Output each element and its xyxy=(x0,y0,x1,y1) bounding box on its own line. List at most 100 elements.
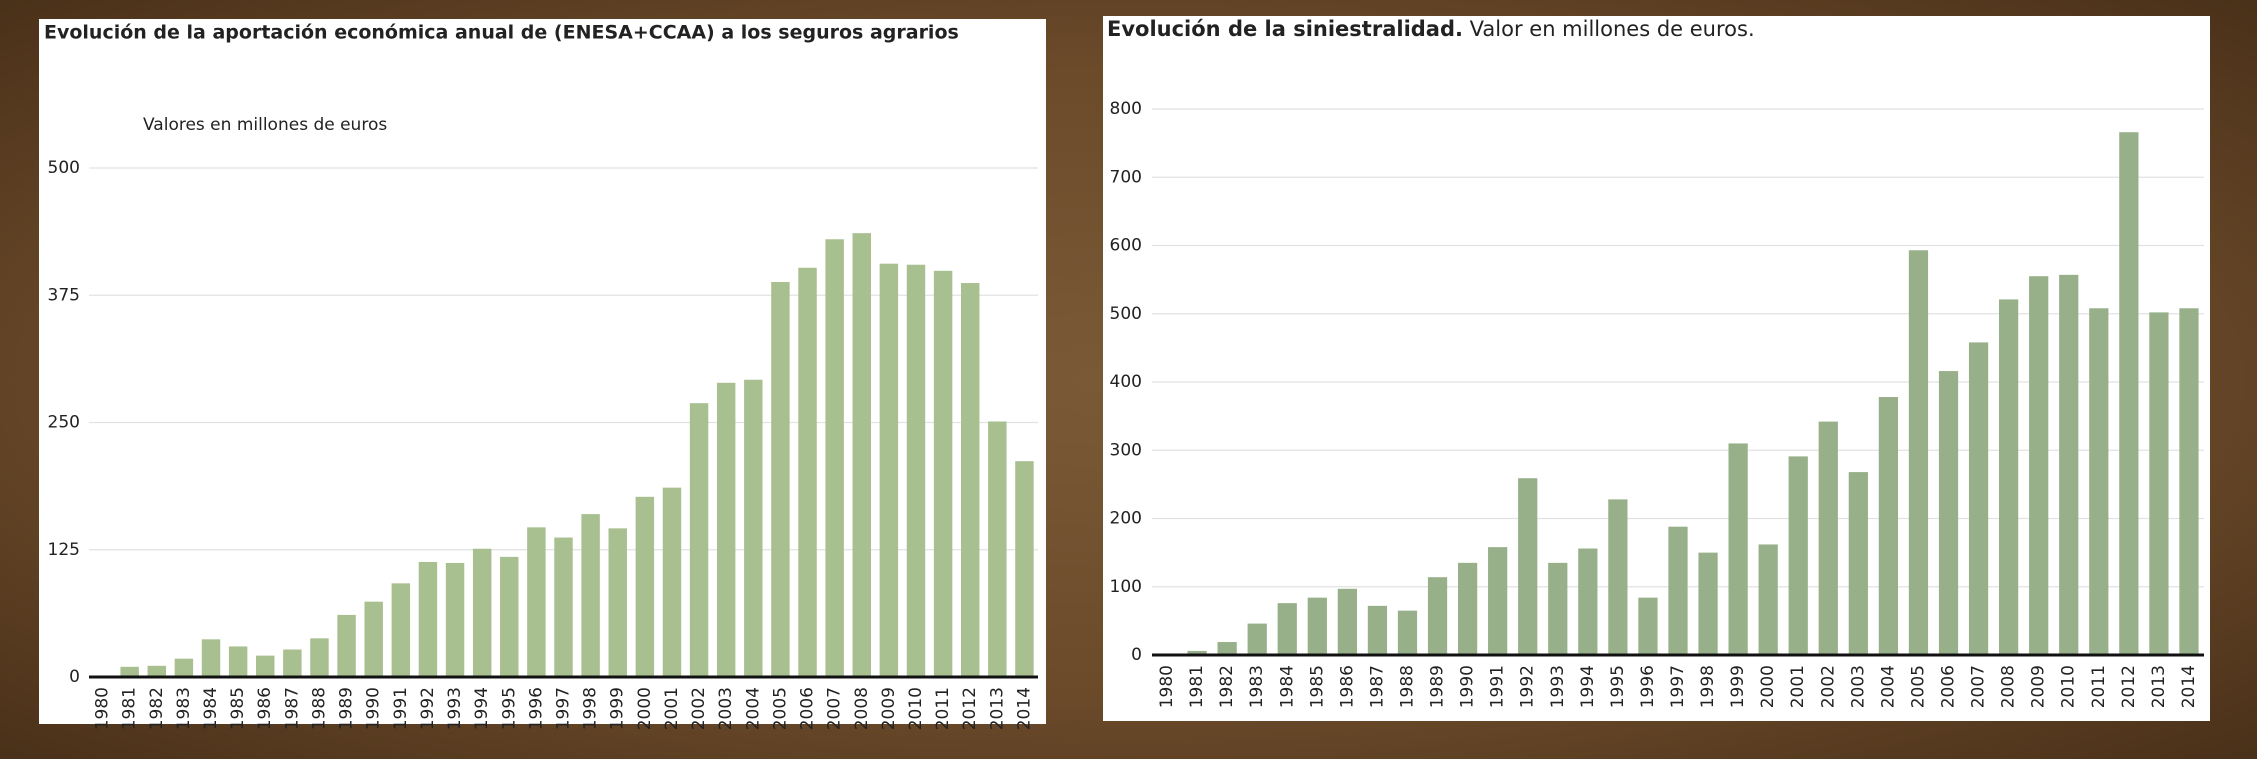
x-tick-label: 2012 xyxy=(2119,665,2139,708)
chart-title-bold: Evolución de la siniestralidad. xyxy=(1107,17,1463,41)
bar xyxy=(473,549,491,677)
x-tick-label: 1993 xyxy=(1548,665,1568,708)
bar xyxy=(1578,549,1597,655)
x-tick-label: 1995 xyxy=(499,687,519,730)
bar xyxy=(798,268,816,677)
bar xyxy=(581,514,599,677)
chart: Evolución de la aportación económica anu… xyxy=(0,0,2257,759)
y-tick-label: 0 xyxy=(1131,645,1142,665)
x-tick-label: 1982 xyxy=(1217,665,1237,708)
bar xyxy=(934,271,952,677)
bar xyxy=(310,638,328,677)
x-tick-label: 2005 xyxy=(770,687,790,730)
bar xyxy=(1849,472,1868,655)
bar xyxy=(446,563,464,677)
x-tick-label: 2003 xyxy=(716,687,736,730)
x-tick-label: 1990 xyxy=(364,687,384,730)
y-tick-label: 500 xyxy=(1110,304,1142,324)
x-tick-label: 1984 xyxy=(201,687,221,730)
bar xyxy=(1338,589,1357,655)
x-tick-label: 1989 xyxy=(337,687,357,730)
x-tick-label: 1999 xyxy=(1728,665,1748,708)
bar xyxy=(175,659,193,677)
x-tick-label: 1984 xyxy=(1277,665,1297,708)
bar xyxy=(636,497,654,677)
bar xyxy=(825,239,843,677)
x-tick-label: 1997 xyxy=(1668,665,1688,708)
bar xyxy=(229,646,247,677)
x-tick-label: 1980 xyxy=(93,687,113,730)
bar xyxy=(907,265,925,677)
x-tick-label: 2007 xyxy=(825,687,845,730)
bar xyxy=(1518,478,1537,655)
bar xyxy=(988,421,1006,677)
x-tick-label: 1989 xyxy=(1428,665,1448,708)
bar xyxy=(1728,443,1747,655)
x-tick-label: 1997 xyxy=(554,687,574,730)
bar xyxy=(1879,397,1898,655)
chart-subtitle: Valores en millones de euros xyxy=(143,115,387,135)
bar xyxy=(337,615,355,677)
bar xyxy=(554,538,572,677)
x-tick-label: 1985 xyxy=(228,687,248,730)
bar xyxy=(1458,563,1477,655)
x-tick-label: 2009 xyxy=(2029,665,2049,708)
y-tick-label: 250 xyxy=(48,413,80,433)
x-tick-label: 2001 xyxy=(1788,665,1808,708)
x-tick-label: 2000 xyxy=(635,687,655,730)
bar xyxy=(364,602,382,677)
bar xyxy=(120,667,138,677)
x-tick-label: 2010 xyxy=(906,687,926,730)
bar xyxy=(1015,461,1033,677)
bar xyxy=(148,666,166,677)
y-tick-label: 600 xyxy=(1110,236,1142,256)
bar xyxy=(1488,547,1507,655)
bar xyxy=(880,264,898,677)
bar xyxy=(2029,276,2048,655)
bar xyxy=(1398,611,1417,655)
bar xyxy=(527,527,545,677)
x-tick-label: 1992 xyxy=(418,687,438,730)
bar xyxy=(1698,553,1717,655)
bar xyxy=(1759,544,1778,655)
x-tick-label: 2011 xyxy=(933,687,953,730)
bar xyxy=(500,557,518,677)
bar xyxy=(1248,624,1267,655)
bar xyxy=(202,639,220,677)
bar xyxy=(1789,456,1808,655)
x-tick-label: 2013 xyxy=(987,687,1007,730)
x-tick-label: 1996 xyxy=(1638,665,1658,708)
bar xyxy=(690,403,708,677)
x-tick-label: 2004 xyxy=(743,687,763,730)
y-tick-label: 375 xyxy=(48,285,80,305)
bar xyxy=(283,650,301,677)
bar xyxy=(663,488,681,677)
x-tick-label: 2008 xyxy=(1999,665,2019,708)
x-tick-label: 1982 xyxy=(147,687,167,730)
x-tick-label: 2000 xyxy=(1758,665,1778,708)
y-tick-label: 200 xyxy=(1110,509,1142,529)
chart-title: Evolución de la aportación económica anu… xyxy=(44,22,959,44)
x-tick-label: 1981 xyxy=(1187,665,1207,708)
bar xyxy=(771,282,789,677)
x-tick-label: 2012 xyxy=(960,687,980,730)
bar xyxy=(2059,275,2078,655)
x-tick-label: 1998 xyxy=(1698,665,1718,708)
y-tick-label: 0 xyxy=(69,667,80,687)
x-tick-label: 1991 xyxy=(1488,665,1508,708)
x-tick-label: 1981 xyxy=(120,687,140,730)
bar xyxy=(419,562,437,677)
x-tick-label: 1988 xyxy=(1397,665,1417,708)
x-tick-label: 1992 xyxy=(1518,665,1538,708)
y-tick-label: 800 xyxy=(1110,99,1142,119)
bar xyxy=(1819,422,1838,655)
y-tick-label: 300 xyxy=(1110,440,1142,460)
bar xyxy=(1969,342,1988,655)
x-tick-label: 1987 xyxy=(282,687,302,730)
x-tick-label: 1985 xyxy=(1307,665,1327,708)
bar xyxy=(1909,250,1928,655)
bar xyxy=(1278,603,1297,655)
x-tick-label: 1998 xyxy=(581,687,601,730)
page: {"chart_data": [ {"type": "bar", "title"… xyxy=(0,0,2257,759)
bar xyxy=(717,383,735,677)
